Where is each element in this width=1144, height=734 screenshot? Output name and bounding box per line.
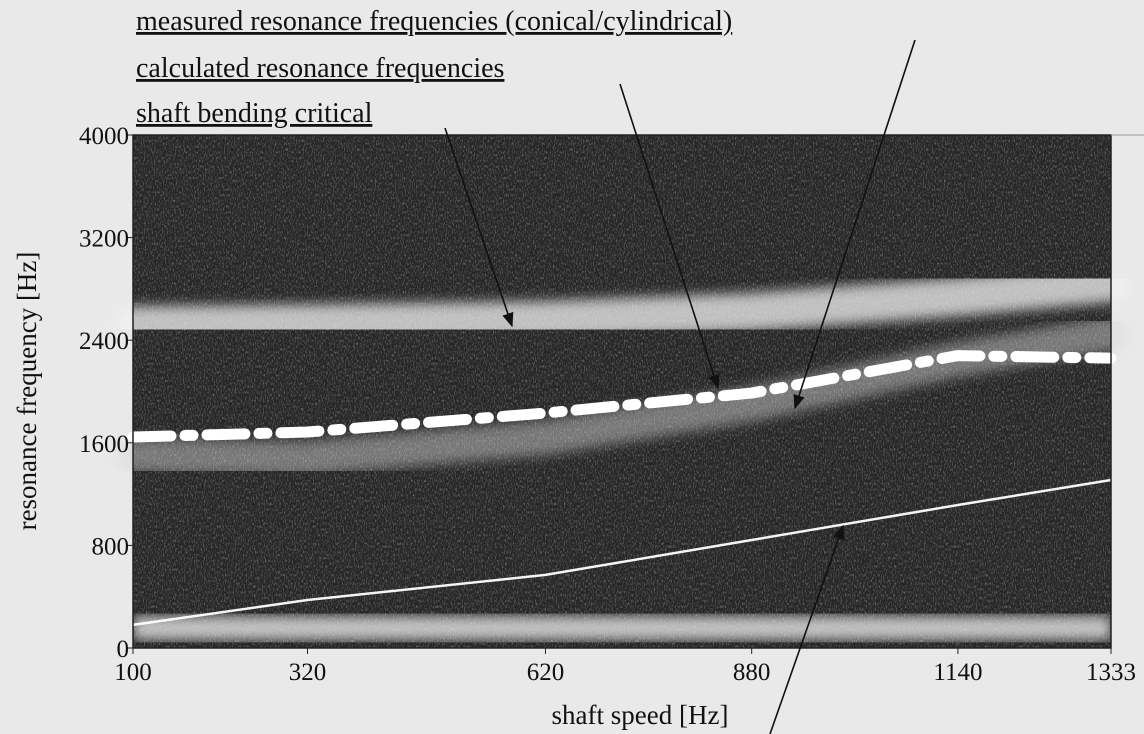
arrow xyxy=(793,39,916,410)
y-tick-label: 2400 xyxy=(79,328,129,355)
x-tick-label: 620 xyxy=(527,659,565,686)
y-tick-label: 4000 xyxy=(79,123,129,150)
x-tick-label: 1140 xyxy=(933,659,982,686)
x-tick-label: 320 xyxy=(289,659,327,686)
measured-band xyxy=(114,264,1130,345)
y-tick-label: 800 xyxy=(92,533,130,560)
annotation: measured resonance frequencies (conical/… xyxy=(136,6,732,37)
spectrogram-noise xyxy=(133,135,1111,648)
arrow xyxy=(619,83,720,390)
arrow xyxy=(444,127,514,328)
arrow xyxy=(769,524,845,734)
marks xyxy=(114,264,1130,627)
y-tick-label: 1600 xyxy=(79,431,129,458)
annotation: shaft bending critical xyxy=(136,98,373,129)
y-tick-label: 3200 xyxy=(79,226,129,253)
plot-frame xyxy=(132,134,1112,649)
y-tick-label: 0 xyxy=(117,636,130,663)
x-tick-label: 880 xyxy=(733,659,771,686)
x-tick-label: 100 xyxy=(114,659,152,686)
x-tick-label: 1333 xyxy=(1086,659,1136,686)
x-axis-label: shaft speed [Hz] xyxy=(552,700,729,730)
low-band xyxy=(133,616,1111,640)
annotation: calculated resonance frequencies xyxy=(136,53,504,84)
bending-line xyxy=(131,478,1113,627)
y-axis-label: resonance frequency [Hz] xyxy=(12,252,42,531)
calculated-line xyxy=(127,350,1117,443)
